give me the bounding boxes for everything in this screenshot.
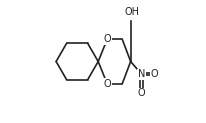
- Text: OH: OH: [124, 7, 139, 17]
- Text: N: N: [138, 69, 145, 79]
- Text: O: O: [103, 34, 111, 44]
- Text: O: O: [151, 69, 158, 79]
- Text: O: O: [138, 88, 145, 98]
- Text: O: O: [103, 79, 111, 89]
